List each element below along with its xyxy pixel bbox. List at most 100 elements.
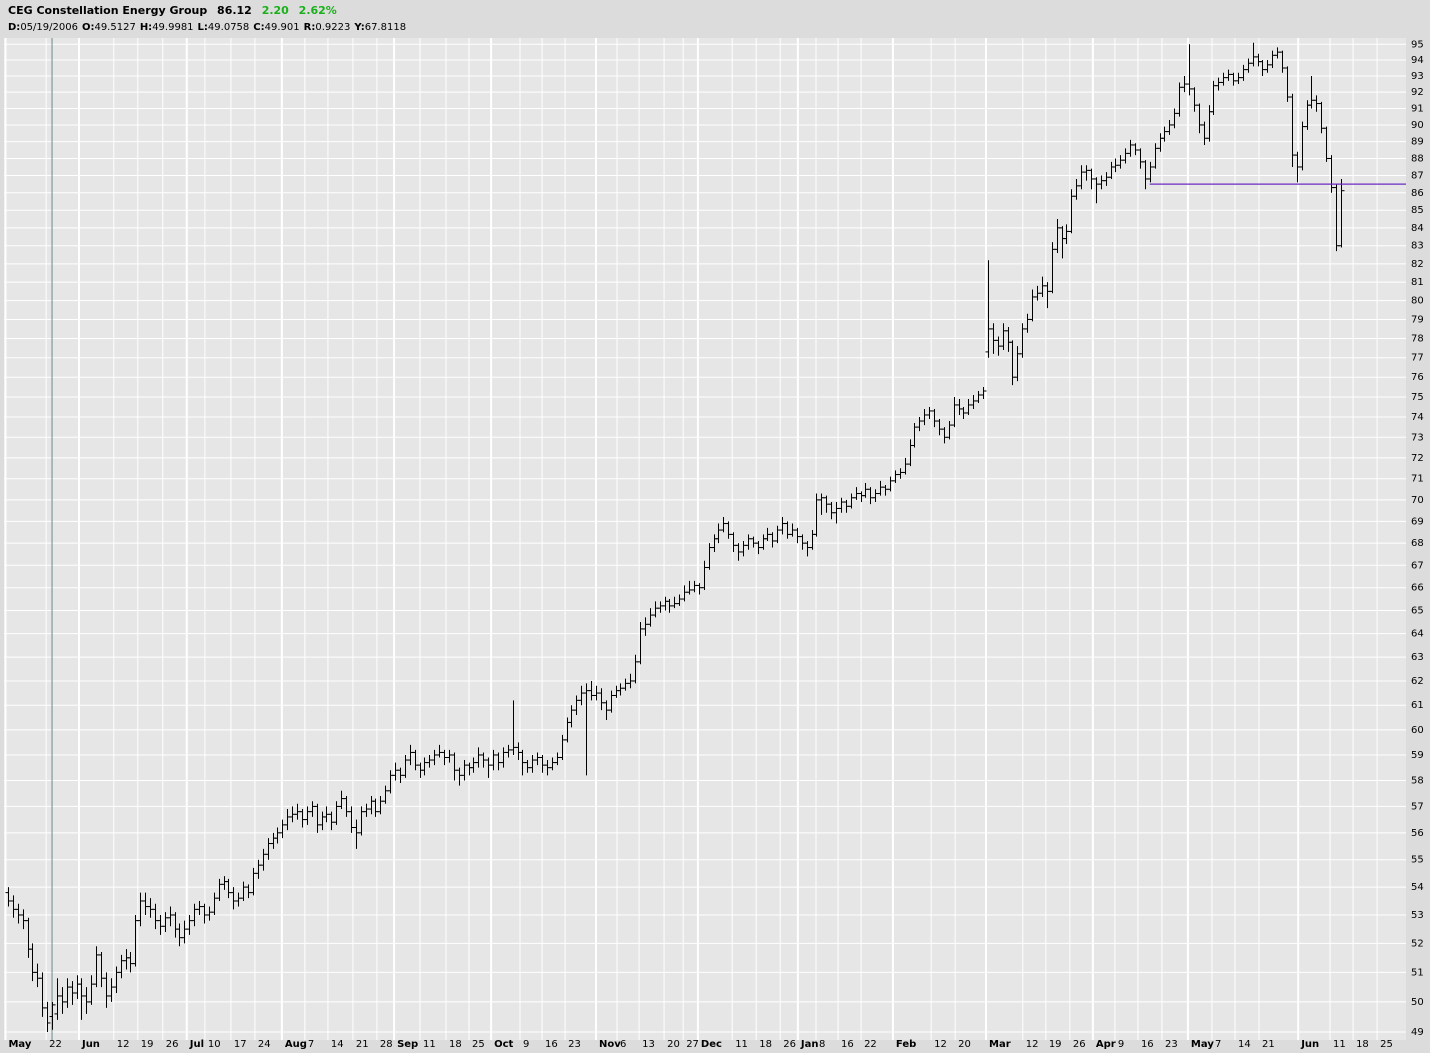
- x-tick-label: Feb: [896, 1039, 916, 1050]
- x-tick-label: 7: [308, 1039, 314, 1050]
- x-tick-label: 21: [356, 1039, 369, 1050]
- y-tick-label: 52: [1411, 938, 1424, 949]
- header: CEG Constellation Energy Group 86.12 2.2…: [8, 4, 343, 17]
- y-tick-label: 83: [1411, 241, 1424, 252]
- y-tick-label: 66: [1411, 583, 1424, 594]
- x-tick-label: 26: [1073, 1039, 1086, 1050]
- x-tick-label: Oct: [494, 1039, 513, 1050]
- info-label: L:: [197, 22, 208, 33]
- y-tick-label: 65: [1411, 605, 1424, 616]
- y-tick-label: 51: [1411, 967, 1424, 978]
- y-tick-label: 61: [1411, 700, 1424, 711]
- x-tick-label: 7: [1215, 1039, 1221, 1050]
- x-tick-label: 18: [449, 1039, 462, 1050]
- x-tick-label: 25: [1380, 1039, 1393, 1050]
- x-tick-label: Apr: [1096, 1039, 1116, 1050]
- y-tick-label: 86: [1411, 188, 1424, 199]
- x-tick-label: 14: [1238, 1039, 1251, 1050]
- price: 86.12: [217, 4, 252, 17]
- x-tick-label: 22: [864, 1039, 877, 1050]
- x-tick-label: Mar: [989, 1039, 1011, 1050]
- x-tick-label: Nov: [599, 1039, 621, 1050]
- info-label: C:: [253, 22, 265, 33]
- info-value: 49.901: [264, 22, 300, 33]
- y-tick-label: 57: [1411, 801, 1424, 812]
- plot-area: [4, 38, 1406, 1040]
- y-tick-label: 56: [1411, 828, 1424, 839]
- y-tick-label: 84: [1411, 223, 1424, 234]
- x-tick-label: 11: [1333, 1039, 1346, 1050]
- x-tick-label: 16: [1141, 1039, 1154, 1050]
- x-tick-label: Jun: [1300, 1039, 1319, 1050]
- change: 2.20: [261, 4, 289, 17]
- x-tick-label: 22: [49, 1039, 62, 1050]
- y-tick-label: 67: [1411, 560, 1424, 571]
- info-bar: D:05/19/2006 O:49.5127 H:49.9981 L:49.0758 C…: [8, 22, 410, 33]
- x-tick-label: 18: [1356, 1039, 1369, 1050]
- y-tick-label: 54: [1411, 882, 1424, 893]
- x-tick-label: 18: [759, 1039, 772, 1050]
- y-tick-label: 53: [1411, 910, 1424, 921]
- y-tick-label: 82: [1411, 259, 1424, 270]
- x-tick-label: 27: [686, 1039, 699, 1050]
- x-tick-label: 25: [472, 1039, 485, 1050]
- x-tick-label: May: [8, 1039, 31, 1050]
- y-tick-label: 75: [1411, 392, 1424, 403]
- x-tick-label: 12: [117, 1039, 130, 1050]
- y-tick-label: 95: [1411, 39, 1424, 50]
- y-tick-label: 68: [1411, 538, 1424, 549]
- x-tick-label: 19: [141, 1039, 154, 1050]
- y-tick-label: 72: [1411, 453, 1424, 464]
- x-tick-label: 24: [258, 1039, 271, 1050]
- x-tick-label: 11: [423, 1039, 436, 1050]
- info-label: O:: [81, 22, 95, 33]
- y-tick-label: 89: [1411, 137, 1424, 148]
- info-label: D:: [8, 22, 21, 33]
- y-tick-label: 70: [1411, 495, 1424, 506]
- y-tick-label: 85: [1411, 205, 1424, 216]
- x-tick-label: 16: [841, 1039, 854, 1050]
- info-value: 67.8118: [364, 22, 407, 33]
- y-tick-label: 69: [1411, 516, 1424, 527]
- x-tick-label: Jul: [189, 1039, 204, 1050]
- y-tick-label: 79: [1411, 314, 1424, 325]
- x-tick-label: 19: [1049, 1039, 1062, 1050]
- x-tick-label: 20: [667, 1039, 680, 1050]
- y-tick-label: 88: [1411, 153, 1424, 164]
- y-tick-label: 71: [1411, 474, 1424, 485]
- y-tick-label: 49: [1411, 1027, 1424, 1038]
- y-tick-label: 94: [1411, 55, 1424, 66]
- x-tick-label: Jan: [800, 1039, 819, 1050]
- x-tick-label: 8: [819, 1039, 825, 1050]
- x-tick-label: May: [1191, 1039, 1214, 1050]
- y-tick-label: 59: [1411, 750, 1424, 761]
- x-tick-label: 21: [1262, 1039, 1275, 1050]
- y-tick-label: 77: [1411, 353, 1424, 364]
- x-tick-label: Jun: [81, 1039, 100, 1050]
- y-tick-label: 63: [1411, 652, 1424, 663]
- x-tick-label: 28: [380, 1039, 393, 1050]
- info-value: 05/19/2006: [20, 22, 78, 33]
- y-tick-label: 64: [1411, 629, 1424, 640]
- info-label: Y:: [354, 22, 365, 33]
- info-value: 49.5127: [94, 22, 136, 33]
- x-tick-label: 16: [545, 1039, 558, 1050]
- x-tick-label: 23: [568, 1039, 581, 1050]
- y-tick-label: 92: [1411, 87, 1424, 98]
- x-tick-label: 14: [331, 1039, 344, 1050]
- y-tick-label: 93: [1411, 71, 1424, 82]
- x-tick-label: 9: [1118, 1039, 1124, 1050]
- x-tick-label: 9: [523, 1039, 529, 1050]
- x-tick-label: 17: [234, 1039, 247, 1050]
- info-value: 49.0758: [207, 22, 250, 33]
- x-tick-label: Aug: [285, 1039, 307, 1050]
- x-tick-label: 13: [642, 1039, 655, 1050]
- change-pct: 2.62%: [298, 4, 337, 17]
- x-tick-label: 12: [934, 1039, 947, 1050]
- x-tick-label: 11: [735, 1039, 748, 1050]
- x-tick-label: Sep: [397, 1039, 418, 1050]
- x-tick-label: 6: [620, 1039, 626, 1050]
- y-tick-label: 62: [1411, 676, 1424, 687]
- x-tick-label: 23: [1165, 1039, 1178, 1050]
